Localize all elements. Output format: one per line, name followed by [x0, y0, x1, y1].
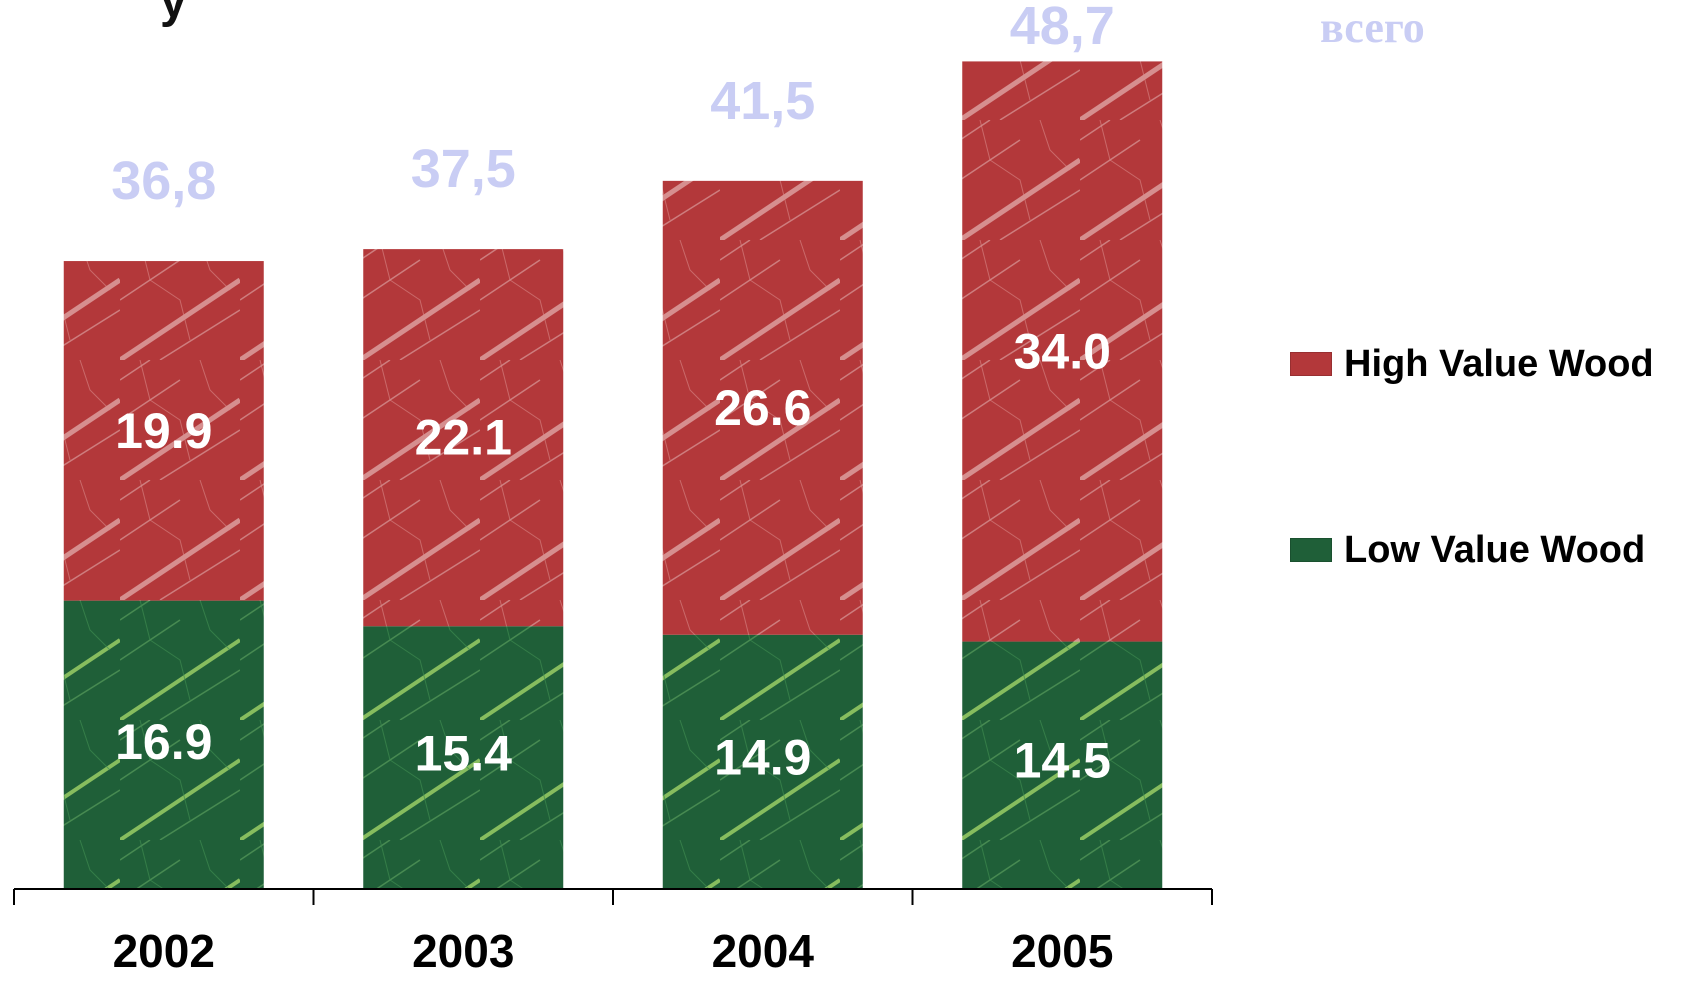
data-label-high-2004: 26.6 [714, 380, 811, 436]
x-tick-label-2005: 2005 [1011, 925, 1113, 977]
total-label-2005: 48,7 [1010, 0, 1115, 56]
total-label-2004: 41,5 [710, 71, 815, 131]
legend-label-high: High Value Wood [1344, 342, 1654, 385]
bar-high-2005 [962, 61, 1163, 642]
total-label-2003: 37,5 [411, 139, 516, 199]
x-tick-label-2004: 2004 [712, 925, 815, 977]
bar-low-2002 [63, 600, 264, 889]
data-label-low-2004: 14.9 [714, 730, 811, 786]
x-tick-label-2002: 2002 [113, 925, 215, 977]
bar-low-2005 [962, 641, 1163, 889]
bar-high-2004 [662, 180, 863, 635]
data-label-high-2005: 34.0 [1014, 323, 1111, 379]
data-label-low-2003: 15.4 [415, 726, 513, 782]
legend-item-low: Low Value Wood [1290, 526, 1654, 574]
data-label-high-2003: 22.1 [415, 410, 512, 466]
bar-high-2002 [63, 261, 264, 601]
bar-low-2004 [662, 634, 863, 889]
data-label-low-2005: 14.5 [1014, 733, 1111, 789]
data-label-high-2002: 19.9 [115, 403, 212, 459]
legend-item-high: High Value Wood [1290, 340, 1654, 388]
legend: High Value Wood Low Value Wood [1290, 340, 1654, 712]
legend-label-low: Low Value Wood [1344, 528, 1646, 571]
legend-swatch-low [1290, 538, 1332, 562]
bar-low-2003 [363, 626, 564, 889]
bar-high-2003 [363, 249, 564, 627]
title-fragment: у [160, 0, 187, 28]
total-label-2002: 36,8 [111, 151, 216, 211]
data-label-low-2002: 16.9 [115, 714, 212, 770]
x-tick-label-2003: 2003 [412, 925, 514, 977]
legend-swatch-high [1290, 352, 1332, 376]
totals-caption: всего [1320, 3, 1425, 52]
